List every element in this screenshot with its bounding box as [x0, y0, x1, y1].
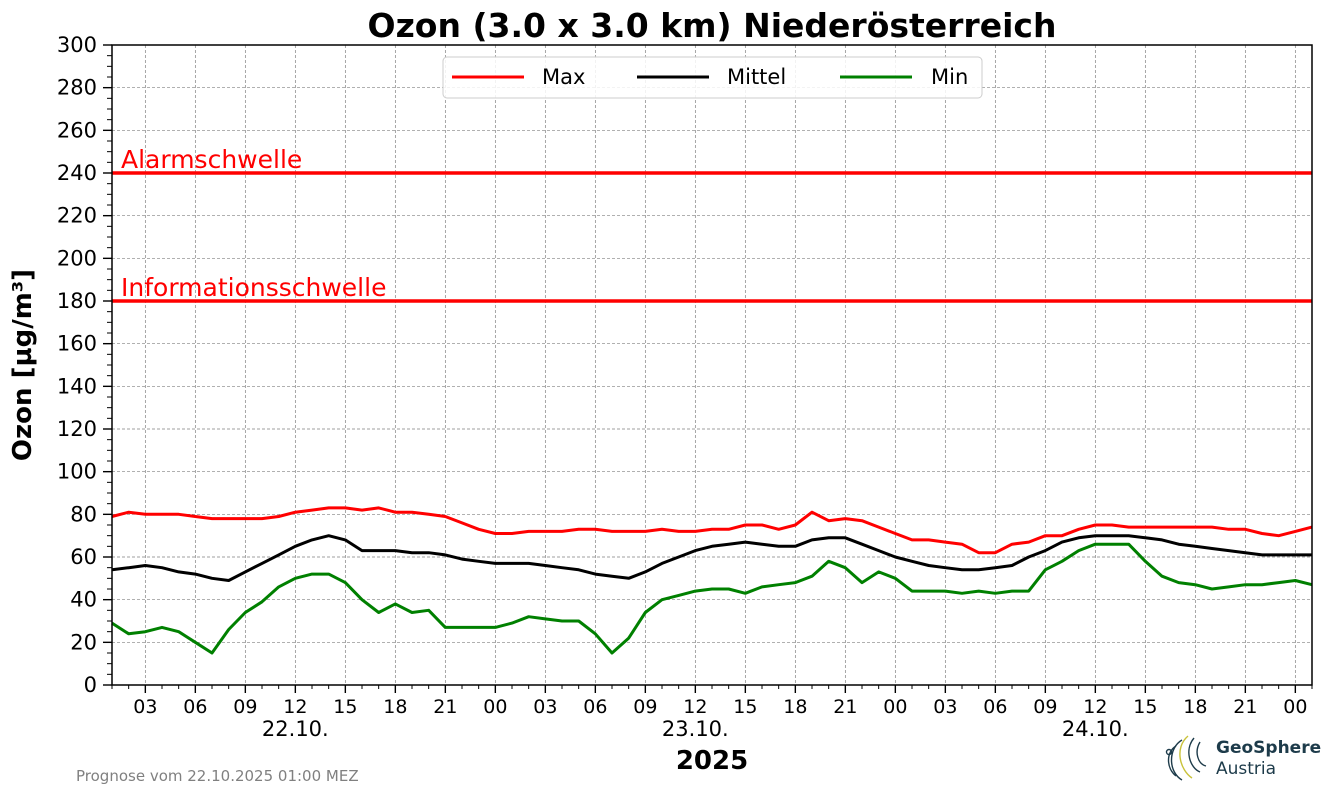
- legend-label-mittel: Mittel: [727, 65, 786, 89]
- legend-label-min: Min: [931, 65, 968, 89]
- x-tick-label: 03: [133, 696, 157, 718]
- y-tick-label: 100: [57, 460, 97, 484]
- y-tick-label: 280: [57, 76, 97, 100]
- x-tick-label: 15: [733, 696, 757, 718]
- x-tick-label: 09: [233, 696, 257, 718]
- y-tick-label: 220: [57, 204, 97, 228]
- axis-ticks: [103, 44, 1313, 693]
- x-tick-label: 18: [1183, 696, 1207, 718]
- x-tick-label: 09: [1033, 696, 1057, 718]
- date-label: 23.10.: [662, 717, 729, 741]
- x-tick-label: 03: [933, 696, 957, 718]
- date-labels: 22.10. 23.10. 24.10.: [262, 717, 1129, 741]
- y-tick-label: 240: [57, 161, 97, 185]
- y-tick-label: 120: [57, 417, 97, 441]
- x-tick-label: 21: [833, 696, 857, 718]
- legend-label-max: Max: [542, 65, 585, 89]
- y-tick-label: 260: [57, 118, 97, 142]
- x-tick-label: 00: [483, 696, 507, 718]
- series-line-mittel: [111, 534, 1312, 582]
- x-tick-label: 15: [333, 696, 357, 718]
- y-tick-label: 160: [57, 332, 97, 356]
- legend: Max Mittel Min: [442, 56, 983, 99]
- threshold-lines: [112, 171, 1312, 303]
- threshold-label: Alarmschwelle: [121, 145, 302, 174]
- x-tick-label: 18: [383, 696, 407, 718]
- date-label: 24.10.: [1062, 717, 1129, 741]
- geosphere-logo: GeoSphere Austria: [1165, 735, 1321, 781]
- x-tick-label: 21: [1233, 696, 1257, 718]
- geosphere-logo-mark-icon: [1165, 735, 1207, 781]
- x-tick-label: 09: [633, 696, 657, 718]
- threshold-label: Informationsschwelle: [121, 273, 386, 302]
- logo-text-austria: Austria: [1216, 759, 1276, 779]
- x-tick-labels: 03 06 09 12 15 18 21 00 03 06 09 12 15 18 21 00 03 06 09 12…: [133, 696, 1307, 718]
- x-tick-label: 18: [783, 696, 807, 718]
- y-tick-label: 20: [70, 630, 97, 654]
- y-tick-label: 200: [57, 246, 97, 270]
- legend-box: [442, 56, 983, 99]
- y-tick-label: 180: [57, 289, 97, 313]
- y-tick-label: 60: [70, 545, 97, 569]
- y-tick-label: 0: [84, 673, 97, 697]
- x-tick-label: 12: [683, 696, 707, 718]
- x-tick-label: 00: [883, 696, 907, 718]
- x-tick-label: 12: [283, 696, 307, 718]
- forecast-note: Prognose vom 22.10.2025 01:00 MEZ: [76, 767, 359, 785]
- y-tick-label: 300: [57, 33, 97, 57]
- x-tick-label: 06: [183, 696, 207, 718]
- x-tick-label: 00: [1283, 696, 1307, 718]
- x-tick-label: 12: [1083, 696, 1107, 718]
- y-tick-label: 140: [57, 374, 97, 398]
- y-tick-label: 40: [70, 588, 97, 612]
- chart-title: Ozon (3.0 x 3.0 km) Niederösterreich: [368, 6, 1057, 45]
- threshold-labels: Alarmschwelle Informationsschwelle: [121, 145, 386, 302]
- series-lines: [111, 506, 1313, 655]
- x-tick-label: 03: [533, 696, 557, 718]
- y-axis-label: Ozon [µg/m³]: [8, 269, 38, 461]
- series-line-max: [111, 506, 1313, 555]
- logo-text-geosphere: GeoSphere: [1216, 738, 1321, 758]
- x-tick-label: 21: [433, 696, 457, 718]
- date-label: 22.10.: [262, 717, 329, 741]
- y-tick-labels: 0 20 40 60 80 100 120 140 160 180 200 220 240 260 280 3…: [57, 33, 97, 697]
- x-axis-label: 2025: [676, 746, 748, 776]
- x-tick-label: 15: [1133, 696, 1157, 718]
- y-tick-label: 80: [70, 502, 97, 526]
- series-line-min: [111, 542, 1313, 655]
- x-tick-label: 06: [983, 696, 1007, 718]
- x-tick-label: 06: [583, 696, 607, 718]
